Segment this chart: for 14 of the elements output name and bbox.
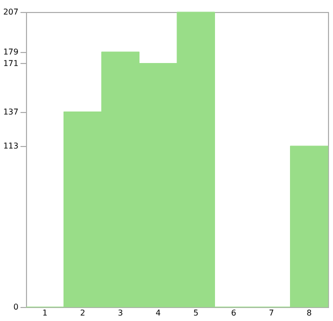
y-tick-label: 0 [13,302,18,312]
y-tick-label: 113 [3,141,18,150]
x-tick-label: 7 [268,308,274,318]
x-tick-label: 1 [42,308,48,318]
x-tick-label: 6 [231,308,236,318]
x-tick-label: 5 [193,308,198,318]
y-tick-label: 171 [3,58,18,68]
y-tick-label: 207 [3,8,18,16]
x-tick-label: 4 [156,308,161,318]
y-tick-label: 137 [3,107,18,116]
y-tick-label: 179 [3,47,18,56]
x-tick-label: 3 [118,308,123,318]
x-tick-label: 2 [80,308,86,318]
x-tick-label: 8 [306,308,312,318]
